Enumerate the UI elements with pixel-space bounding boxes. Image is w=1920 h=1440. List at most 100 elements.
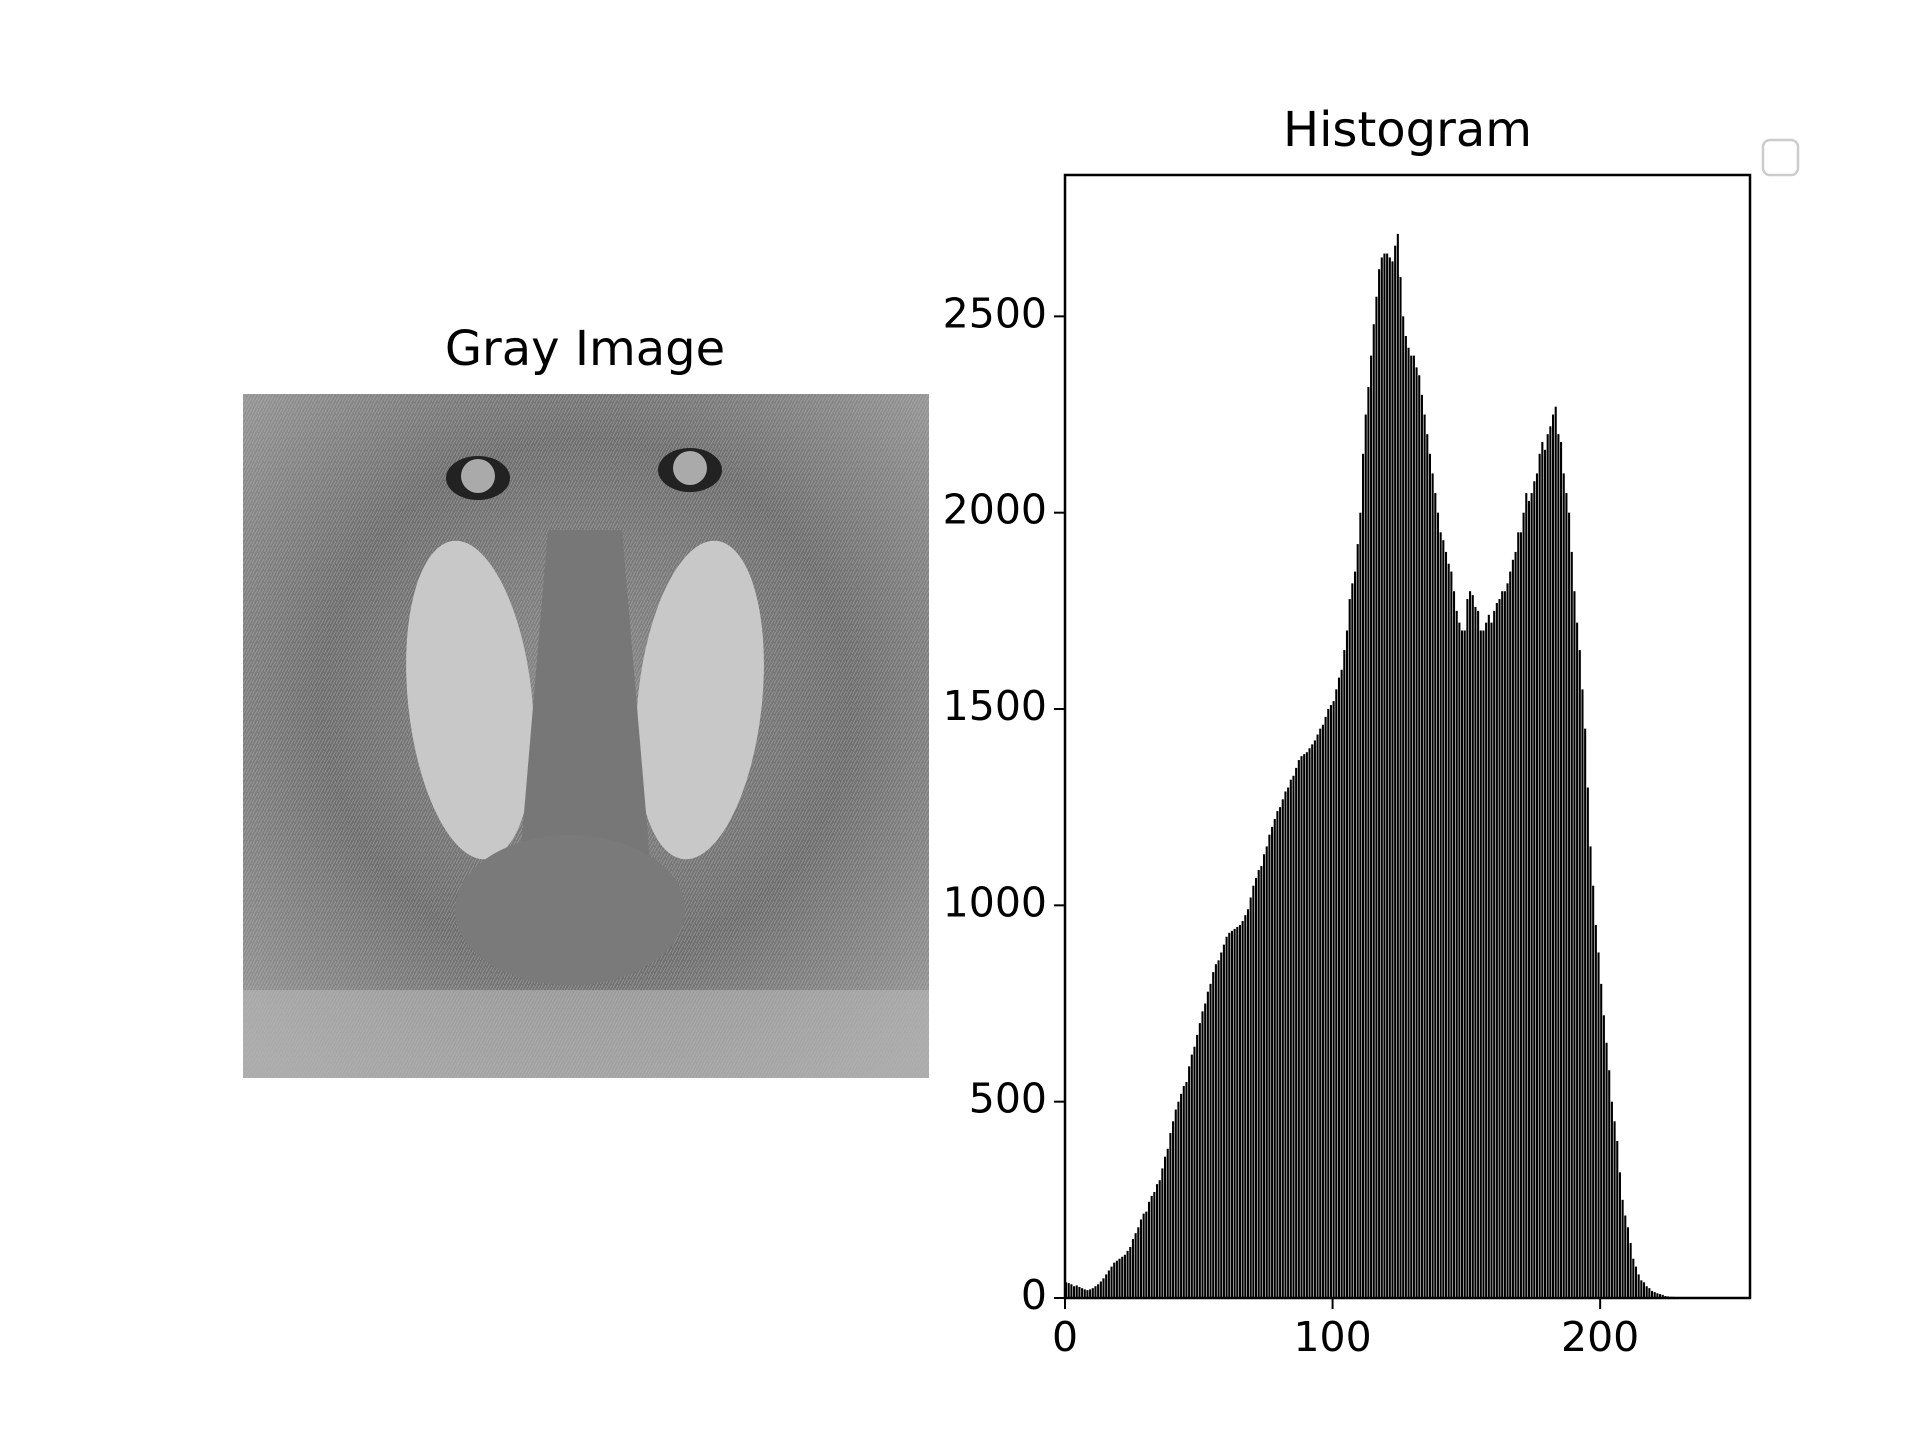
bar xyxy=(1501,591,1504,1298)
bar xyxy=(1081,1288,1084,1298)
bar xyxy=(1110,1266,1113,1298)
bar xyxy=(1228,932,1231,1298)
bar xyxy=(1455,610,1458,1298)
bar xyxy=(1404,335,1407,1298)
y-tick-label: 1500 xyxy=(943,682,1047,730)
bar xyxy=(1659,1294,1662,1298)
bar xyxy=(1351,583,1354,1298)
bar xyxy=(1519,532,1522,1298)
cheek-right xyxy=(636,540,764,860)
bar xyxy=(1402,316,1405,1298)
bar xyxy=(1233,928,1236,1298)
bar xyxy=(1573,591,1576,1298)
bar xyxy=(1410,355,1413,1298)
bar xyxy=(1287,787,1290,1298)
bar xyxy=(1391,261,1394,1298)
bar xyxy=(1452,591,1456,1298)
bar xyxy=(1461,630,1464,1298)
bar xyxy=(1281,799,1284,1298)
bar xyxy=(1089,1289,1092,1298)
bar xyxy=(1123,1254,1126,1298)
bar xyxy=(1265,846,1268,1298)
bar xyxy=(1506,583,1509,1298)
bar xyxy=(1554,406,1557,1298)
bar xyxy=(1380,257,1383,1299)
bar xyxy=(1490,622,1493,1298)
bar xyxy=(1319,728,1322,1298)
bar xyxy=(1605,1042,1608,1298)
bar xyxy=(1629,1243,1632,1298)
bar xyxy=(1086,1290,1089,1298)
bar xyxy=(1444,551,1448,1298)
cheek-left xyxy=(406,540,534,860)
bar xyxy=(1634,1266,1638,1298)
bar xyxy=(1439,532,1442,1298)
bar xyxy=(1396,233,1399,1299)
bar xyxy=(1289,779,1292,1298)
bar xyxy=(1616,1140,1619,1298)
bar xyxy=(1407,347,1410,1298)
bar xyxy=(1546,434,1549,1299)
bar xyxy=(1158,1180,1161,1298)
nose xyxy=(455,835,685,985)
bar xyxy=(1337,677,1341,1298)
bar xyxy=(1113,1262,1116,1298)
bar xyxy=(1257,870,1260,1298)
y-tick-label: 0 xyxy=(1021,1271,1047,1319)
bar xyxy=(1637,1274,1640,1298)
bar xyxy=(1535,473,1539,1299)
bar xyxy=(1503,591,1506,1298)
bar xyxy=(1263,854,1266,1298)
bar xyxy=(1254,877,1258,1298)
bar xyxy=(1477,610,1480,1298)
bar xyxy=(1185,1082,1188,1298)
bar xyxy=(1279,807,1282,1298)
bar xyxy=(1367,387,1370,1298)
bar xyxy=(1648,1288,1651,1298)
bar xyxy=(1343,650,1346,1298)
x-tick-label: 100 xyxy=(1293,1313,1371,1361)
bar xyxy=(1581,689,1584,1298)
bar xyxy=(1450,571,1453,1298)
bar xyxy=(1645,1286,1648,1298)
bar xyxy=(1661,1294,1664,1298)
bar xyxy=(1230,930,1233,1298)
bar xyxy=(1073,1286,1076,1298)
bar xyxy=(1610,1101,1613,1298)
bar xyxy=(1300,756,1303,1298)
bar xyxy=(1268,834,1271,1298)
bar xyxy=(1161,1168,1164,1298)
bar xyxy=(1075,1285,1078,1298)
bar xyxy=(1188,1066,1191,1298)
bar xyxy=(1220,952,1223,1298)
bar xyxy=(1196,1034,1199,1298)
bar xyxy=(1276,811,1279,1298)
bar xyxy=(1586,787,1589,1298)
bar xyxy=(1311,744,1314,1298)
bar xyxy=(1613,1121,1616,1298)
bar xyxy=(1447,563,1450,1298)
bar xyxy=(1469,591,1472,1298)
bar xyxy=(1091,1288,1094,1298)
bar xyxy=(1517,532,1520,1298)
bar xyxy=(1576,622,1579,1298)
bar xyxy=(1428,453,1431,1298)
bar xyxy=(1150,1195,1153,1298)
bar xyxy=(1466,599,1469,1298)
bar xyxy=(1394,245,1397,1298)
bar xyxy=(1370,355,1373,1298)
bar xyxy=(1493,610,1496,1298)
bar xyxy=(1155,1184,1159,1298)
bar xyxy=(1383,253,1386,1298)
bar xyxy=(1426,434,1429,1299)
bar xyxy=(1249,897,1252,1298)
bar xyxy=(1172,1121,1175,1298)
bar xyxy=(1324,716,1327,1298)
bar xyxy=(1252,885,1255,1298)
bar xyxy=(1139,1219,1143,1298)
bar xyxy=(1388,257,1391,1299)
y-tick-label: 2000 xyxy=(943,486,1047,534)
bar xyxy=(1193,1046,1196,1298)
bar xyxy=(1222,944,1225,1298)
